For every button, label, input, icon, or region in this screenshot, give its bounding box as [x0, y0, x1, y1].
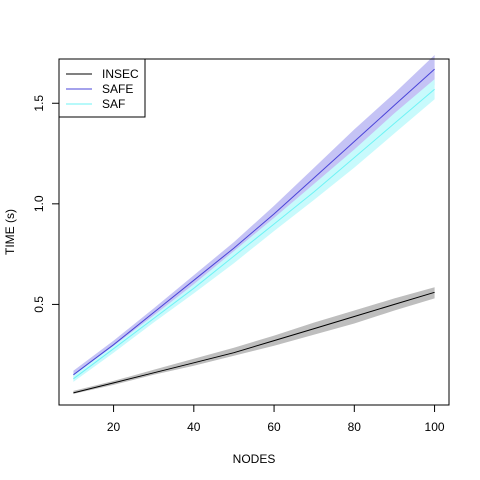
y-tick-label: 1.5 [32, 95, 46, 112]
line-saf [73, 88, 435, 380]
x-axis: 20 40 60 80 100 [107, 404, 445, 434]
x-tick-label: 100 [425, 420, 445, 434]
legend-label-safe: SAFE [102, 82, 133, 96]
x-tick-label: 80 [348, 420, 362, 434]
x-tick-label: 20 [107, 420, 121, 434]
line-insec [73, 291, 435, 394]
y-axis-label: TIME (s) [3, 209, 17, 255]
y-tick-label: 1.0 [32, 195, 46, 212]
y-axis: 0.5 1.0 1.5 [32, 95, 60, 313]
x-tick-label: 60 [267, 420, 281, 434]
legend-label-insec: INSEC [102, 67, 139, 81]
series-lines [73, 68, 435, 394]
x-tick-label: 40 [187, 420, 201, 434]
legend-box [58, 58, 146, 118]
y-tick-label: 0.5 [32, 296, 46, 313]
legend-label-saf: SAF [102, 97, 125, 111]
band-safe [73, 55, 435, 379]
line-safe [73, 68, 435, 376]
x-axis-label: NODES [233, 452, 276, 466]
band-insec [73, 287, 435, 394]
